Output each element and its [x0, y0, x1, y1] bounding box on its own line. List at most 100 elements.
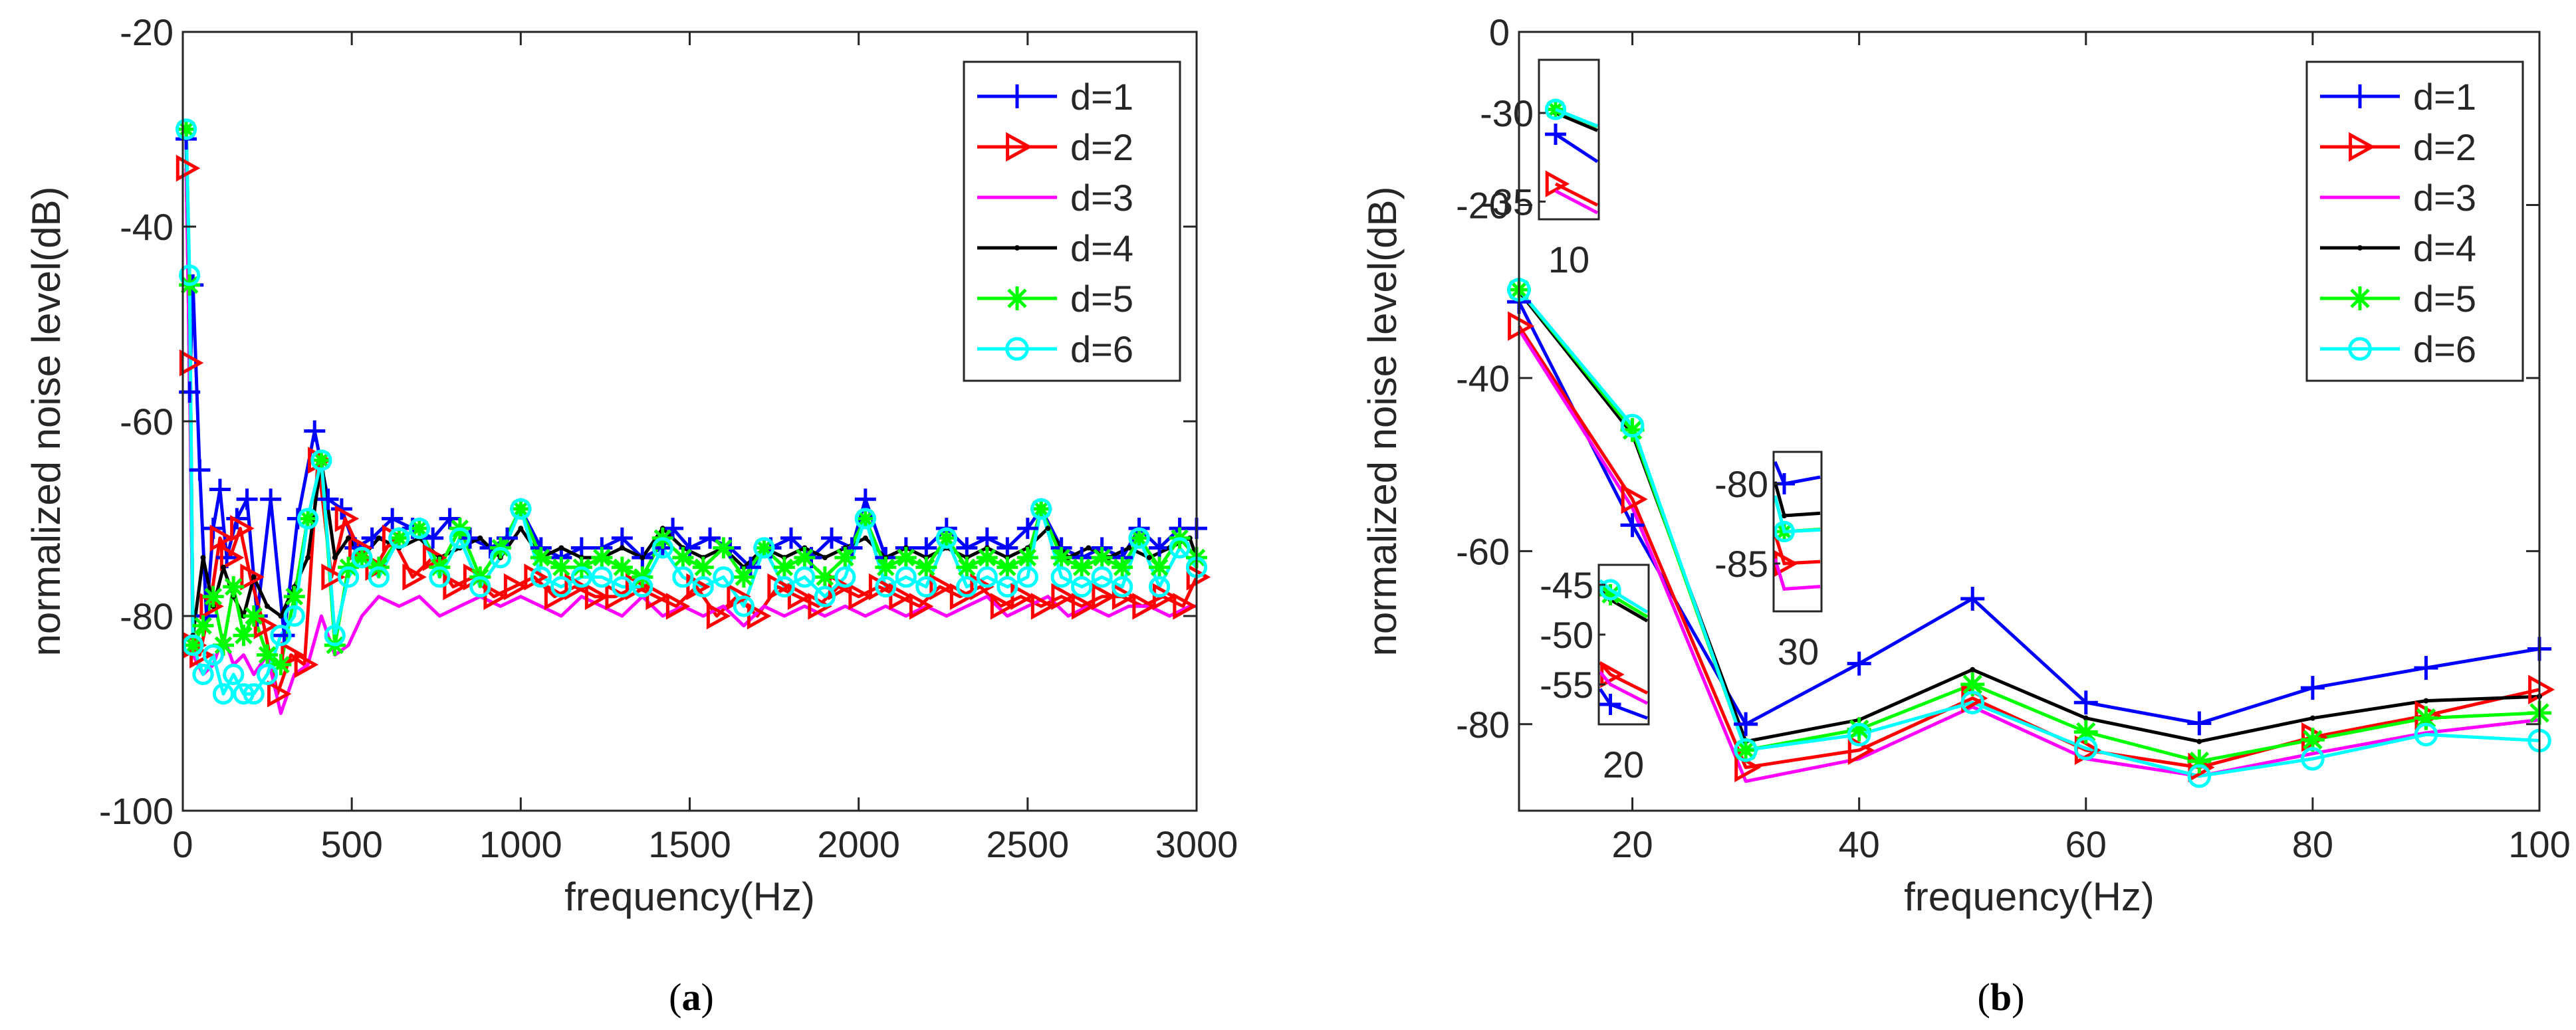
data-point — [611, 556, 633, 578]
legend-item: d=5 — [977, 278, 1133, 320]
data-point — [304, 420, 326, 442]
data-point — [976, 566, 998, 588]
data-point — [1045, 526, 1051, 532]
legend-marker — [2348, 84, 2372, 108]
data-point — [334, 505, 360, 532]
data-point — [219, 544, 245, 571]
data-point — [477, 535, 483, 541]
data-point — [324, 625, 346, 647]
data-point — [296, 508, 319, 530]
data-point — [236, 488, 258, 510]
inset-x-label: 10 — [1548, 239, 1589, 280]
x-axis-label: frequency(Hz) — [1904, 875, 2155, 919]
data-point — [1016, 566, 1038, 588]
data-point — [1146, 555, 1152, 561]
data-point — [230, 514, 255, 542]
legend-item: d=5 — [2320, 278, 2476, 320]
x-tick-label: 80 — [2292, 823, 2333, 865]
data-point — [408, 518, 430, 540]
x-tick-label: 40 — [1839, 823, 1880, 865]
data-point — [996, 575, 1018, 598]
inset-y-tick-label: -35 — [1480, 181, 1534, 223]
data-point — [645, 583, 670, 610]
y-tick-label: 0 — [1489, 11, 1510, 53]
data-point — [1091, 547, 1113, 569]
data-point — [1112, 556, 1133, 578]
data-point — [2196, 738, 2202, 744]
y-tick-label: -80 — [120, 595, 174, 637]
legend-item: d=2 — [977, 126, 1133, 168]
inset-marker — [1599, 584, 1621, 605]
inset-frame — [1538, 58, 1600, 221]
inset-line — [1599, 670, 1649, 705]
data-point — [1112, 583, 1137, 610]
legend-item: d=6 — [2320, 328, 2476, 370]
data-point — [794, 547, 816, 569]
data-point — [310, 449, 332, 471]
data-point — [1128, 527, 1150, 549]
legend: d=1 d=2 d=3 d=4 d=5 d=6 — [963, 60, 1181, 382]
data-point — [956, 556, 978, 578]
y-tick-label: -100 — [99, 790, 174, 832]
data-point — [544, 583, 569, 610]
legend-marker — [1005, 286, 1029, 310]
data-point — [265, 603, 271, 609]
data-point — [530, 547, 552, 569]
data-point — [915, 556, 937, 578]
data-point — [1847, 651, 1871, 676]
data-point — [213, 634, 234, 656]
legend-label: d=3 — [1070, 177, 1133, 219]
legend-item: d=3 — [977, 177, 1133, 219]
data-point — [251, 574, 257, 580]
data-point — [854, 508, 876, 530]
data-point — [510, 498, 532, 520]
y-tick-label: -60 — [1456, 530, 1510, 572]
data-point — [713, 537, 735, 559]
data-point — [747, 602, 772, 630]
plot-area — [175, 118, 1211, 715]
data-point — [2301, 747, 2325, 771]
data-point — [2300, 676, 2325, 700]
data-point — [278, 613, 284, 619]
data-point — [854, 508, 876, 530]
data-point — [332, 555, 338, 561]
data-point — [1030, 498, 1052, 520]
inset-line — [1773, 495, 1821, 534]
inset-y-tick-label: -55 — [1540, 664, 1593, 706]
data-point — [2300, 728, 2325, 752]
data-point — [935, 527, 957, 549]
y-tick-label: -80 — [1456, 704, 1510, 746]
data-point — [1970, 667, 1976, 672]
data-point — [175, 118, 197, 140]
legend-label: d=6 — [1070, 328, 1133, 370]
y-tick-label: -40 — [1456, 358, 1510, 399]
data-point — [848, 583, 873, 610]
data-point — [632, 575, 653, 598]
inset-30: -80 -85 30 — [1714, 451, 1823, 672]
legend-marker — [1014, 245, 1020, 251]
data-point — [2414, 722, 2438, 747]
data-point — [530, 566, 552, 588]
data-point — [996, 556, 1018, 578]
data-point — [209, 478, 231, 500]
data-point — [233, 683, 255, 705]
data-point — [443, 573, 467, 601]
legend-label: d=2 — [2413, 126, 2476, 168]
data-point — [2073, 690, 2098, 715]
data-point — [2187, 764, 2212, 788]
data-point — [256, 663, 279, 686]
x-tick-label: 2500 — [987, 823, 1070, 865]
inset-marker — [1782, 513, 1787, 518]
data-point — [233, 625, 255, 647]
data-point — [1734, 712, 1758, 736]
data-point — [321, 564, 346, 591]
data-point — [1071, 593, 1096, 620]
data-point — [672, 566, 694, 588]
inset-x-label: 30 — [1778, 631, 1819, 672]
data-point — [665, 593, 691, 620]
data-point — [935, 527, 957, 549]
data-point — [909, 593, 934, 620]
legend-item: d=4 — [2320, 227, 2476, 269]
legend-item: d=2 — [2320, 126, 2476, 168]
inset-line — [1773, 558, 1821, 591]
